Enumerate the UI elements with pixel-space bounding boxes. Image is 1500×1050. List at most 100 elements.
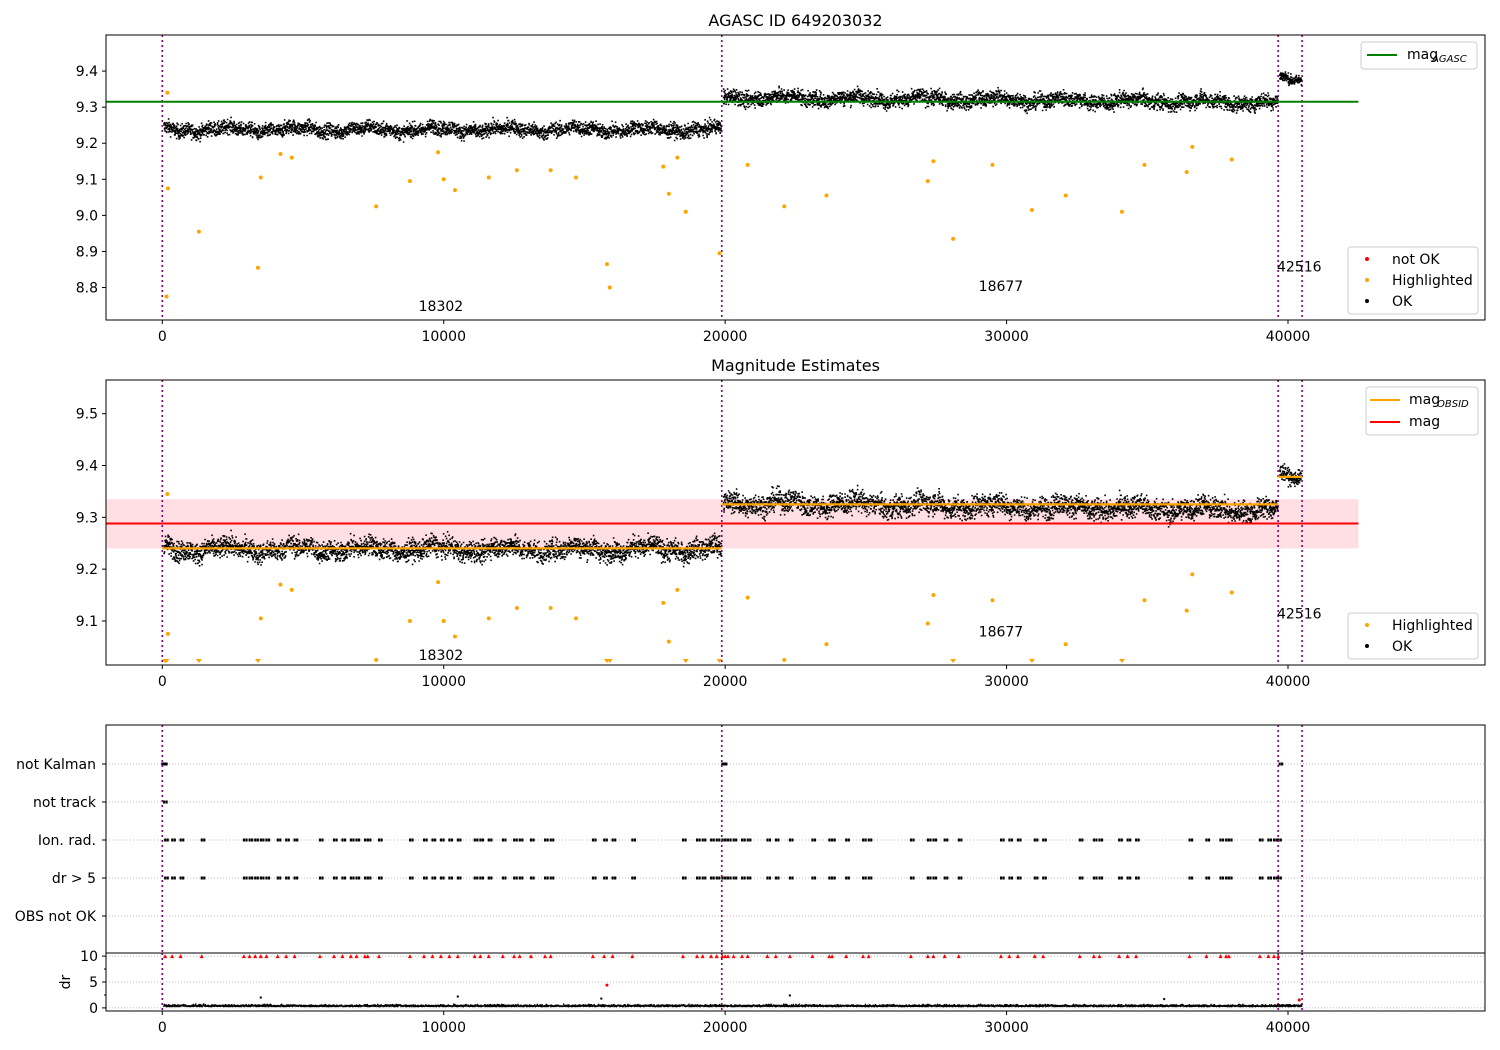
highlighted-point [407,618,412,623]
flag-mark [366,876,369,880]
flag-mark [276,838,279,842]
flag-mark [341,838,344,842]
flag-mark [1219,876,1222,880]
flag-mark [1042,876,1045,880]
flag-mark [265,838,268,842]
flag-mark [684,876,687,880]
flag-mark [957,876,960,880]
flag-mark [811,876,814,880]
dr-clipped-marker [1032,954,1037,959]
highlighted-point [436,580,441,585]
axes-frame [105,379,1486,666]
flag-mark [774,838,777,842]
flag-mark [259,838,262,842]
highlighted-point [165,631,170,636]
highlighted-point [258,616,263,621]
dr-clipped-marker [695,954,699,959]
flag-category-label: not track [33,795,97,811]
flag-mark [1044,876,1047,880]
y-tick-label: 9.0 [76,208,98,224]
flag-mark [999,876,1003,880]
dr-points [163,1003,1303,1008]
flag-mark [1098,876,1101,880]
flag-mark [162,800,166,804]
flag-mark [1092,876,1096,880]
y-tick-label: 5 [89,975,98,991]
axes-frame [105,952,1486,1012]
flag-mark [515,838,518,842]
flag-mark [363,838,367,842]
dr-clipped-marker [447,954,452,959]
flag-mark [1221,876,1225,880]
highlighted-point [675,155,680,160]
flag-mark [741,876,744,880]
flag-mark [521,838,524,842]
x-tick-label: 30000 [984,1020,1029,1036]
dr-clipped-marker [241,954,246,959]
flag-mark [721,762,724,766]
flag-mark [932,838,935,842]
flag-mark [960,838,963,842]
dr-clipped-marker [602,954,607,959]
flag-mark [321,838,324,842]
flag-mark [1135,876,1138,880]
dr-clipped-marker [376,954,381,959]
obs-id-label: 18677 [979,625,1024,641]
highlighted-point [745,595,750,600]
flag-mark [1219,838,1222,842]
legend-label: mag [1407,47,1438,63]
flag-mark [614,876,617,880]
flag-mark [423,838,426,842]
highlighted-point [289,587,294,592]
flag-mark [603,838,606,842]
flag-mark [182,838,185,842]
flag-mark [357,838,361,842]
dr-clipped-marker [740,954,745,959]
flag-mark [867,838,870,842]
flag-mark [165,762,168,766]
x-tick-label: 20000 [703,1020,748,1036]
flag-mark [287,838,290,842]
y-tick-label: 9.1 [76,172,98,188]
out-of-range-marker [682,659,689,663]
flag-mark [479,838,482,842]
dr-clipped-marker [264,954,269,959]
flag-mark [862,876,865,880]
flag-mark [712,876,715,880]
dr-clipped-marker [354,954,359,959]
flag-mark [490,838,493,842]
flag-mark [179,876,182,880]
flag-mark [1225,876,1228,880]
dr-clipped-marker [1091,954,1096,959]
out-of-range-marker [254,659,261,663]
flag-category-label: not Kalman [16,757,96,773]
dr-clipped-marker [1077,954,1082,959]
flag-mark [710,838,713,842]
flag-mark [701,876,704,880]
flag-mark [1269,876,1272,880]
flag-mark [341,876,344,880]
flag-mark [357,876,361,880]
flag-mark [1258,876,1262,880]
flag-mark [318,876,322,880]
y-tick-label: 9.2 [76,562,98,578]
dr-clipped-marker [1097,954,1102,959]
highlighted-point [1184,608,1189,613]
flag-mark [1033,838,1036,842]
flag-mark [321,876,324,880]
flag-mark [518,876,521,880]
flag-mark [532,838,535,842]
legend-label: mag [1409,414,1440,430]
highlighted-point [514,168,519,173]
dr-clipped-marker [956,954,961,959]
flag-mark [546,838,549,842]
y-tick-label: 10 [80,949,98,965]
flag-mark [1191,838,1194,842]
flag-mark [845,838,848,842]
flag-mark [943,876,946,880]
flag-mark [165,800,168,804]
flag-mark [1095,876,1098,880]
flag-mark [1275,876,1278,880]
flag-mark [1078,876,1081,880]
dr-clipped-marker [787,954,792,959]
